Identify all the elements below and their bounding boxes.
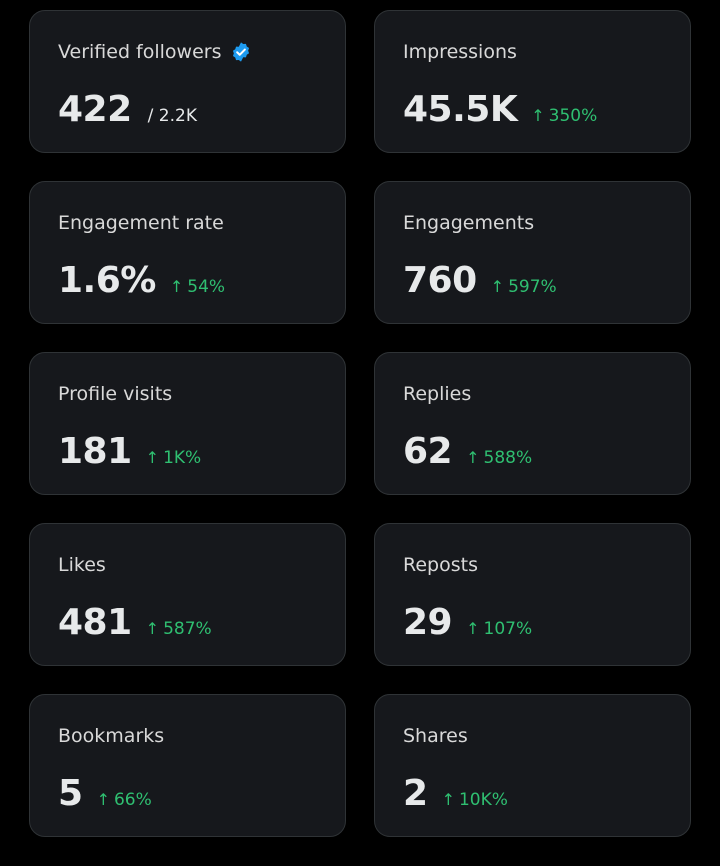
metric-change: ↑ 10K%: [442, 790, 508, 810]
metric-value-row: 481 ↑ 587%: [58, 602, 212, 643]
arrow-up-icon: ↑: [169, 277, 184, 296]
verified-badge-icon: [230, 41, 252, 63]
metric-card-impressions[interactable]: Impressions 45.5K ↑ 350%: [374, 10, 691, 153]
metric-value: 422: [58, 89, 132, 130]
metric-label: Bookmarks: [58, 725, 165, 747]
metric-value: 760: [403, 260, 477, 301]
metric-change: ↑ 350%: [531, 106, 597, 126]
metric-value: 62: [403, 431, 453, 472]
metric-value-row: 29 ↑ 107%: [403, 602, 532, 643]
metric-card-reposts[interactable]: Reposts 29 ↑ 107%: [374, 523, 691, 666]
metric-change-value: 588%: [483, 448, 533, 468]
metric-change-value: 10K%: [458, 790, 508, 810]
metric-label: Impressions: [403, 41, 517, 63]
metric-value: 1.6%: [58, 260, 156, 301]
metrics-grid: Verified followers 422 / 2.2K Impression…: [29, 10, 691, 837]
metric-change: ↑ 107%: [466, 619, 532, 639]
metric-change-value: 597%: [508, 277, 557, 297]
arrow-up-icon: ↑: [466, 619, 480, 638]
metric-value-row: 62 ↑ 588%: [403, 431, 532, 472]
metric-change: ↑ 1K%: [146, 448, 202, 468]
metric-change: ↑ 54%: [170, 277, 225, 297]
metric-value: 181: [58, 431, 132, 472]
metric-change-value: 107%: [483, 619, 533, 639]
metric-value-row: 1.6% ↑ 54%: [58, 260, 225, 301]
metric-change: ↑ 597%: [491, 277, 557, 297]
metric-card-engagements[interactable]: Engagements 760 ↑ 597%: [374, 181, 691, 324]
metric-card-profile-visits[interactable]: Profile visits 181 ↑ 1K%: [29, 352, 346, 495]
metric-card-shares[interactable]: Shares 2 ↑ 10K%: [374, 694, 691, 837]
metric-total: / 2.2K: [147, 106, 197, 126]
metric-card-replies[interactable]: Replies 62 ↑ 588%: [374, 352, 691, 495]
metric-value-row: 5 ↑ 66%: [58, 773, 152, 814]
arrow-up-icon: ↑: [441, 790, 455, 809]
metric-value-row: 181 ↑ 1K%: [58, 431, 201, 472]
metric-change: ↑ 588%: [466, 448, 532, 468]
metric-value-row: 422 / 2.2K: [58, 89, 197, 130]
metric-value: 45.5K: [403, 89, 518, 130]
metric-change: ↑ 66%: [97, 790, 152, 810]
arrow-up-icon: ↑: [145, 448, 160, 467]
metric-change-value: 54%: [187, 277, 226, 297]
metric-label: Replies: [403, 383, 472, 405]
arrow-up-icon: ↑: [490, 277, 505, 296]
metric-label: Profile visits: [58, 383, 173, 405]
metric-label: Likes: [58, 554, 106, 576]
metric-change-value: 587%: [163, 619, 212, 639]
metric-value-row: 45.5K ↑ 350%: [403, 89, 597, 130]
metric-value-row: 760 ↑ 597%: [403, 260, 557, 301]
metric-label: Engagement rate: [58, 212, 224, 234]
metric-card-likes[interactable]: Likes 481 ↑ 587%: [29, 523, 346, 666]
metric-label: Verified followers: [58, 41, 252, 63]
metric-label-text: Verified followers: [58, 41, 222, 63]
metric-value: 5: [58, 773, 83, 814]
metric-value: 2: [403, 773, 428, 814]
metric-card-bookmarks[interactable]: Bookmarks 5 ↑ 66%: [29, 694, 346, 837]
metric-label: Reposts: [403, 554, 478, 576]
arrow-up-icon: ↑: [145, 619, 160, 638]
metric-value-row: 2 ↑ 10K%: [403, 773, 508, 814]
arrow-up-icon: ↑: [466, 448, 480, 467]
metric-change-value: 1K%: [163, 448, 202, 468]
metric-value: 481: [58, 602, 132, 643]
metric-change-value: 350%: [548, 106, 598, 126]
arrow-up-icon: ↑: [531, 106, 545, 125]
metric-label: Engagements: [403, 212, 535, 234]
metric-label: Shares: [403, 725, 468, 747]
metric-change: ↑ 587%: [146, 619, 212, 639]
metric-card-engagement-rate[interactable]: Engagement rate 1.6% ↑ 54%: [29, 181, 346, 324]
metric-card-verified-followers[interactable]: Verified followers 422 / 2.2K: [29, 10, 346, 153]
metric-change-value: 66%: [113, 790, 152, 810]
metric-value: 29: [403, 602, 453, 643]
arrow-up-icon: ↑: [96, 790, 110, 809]
